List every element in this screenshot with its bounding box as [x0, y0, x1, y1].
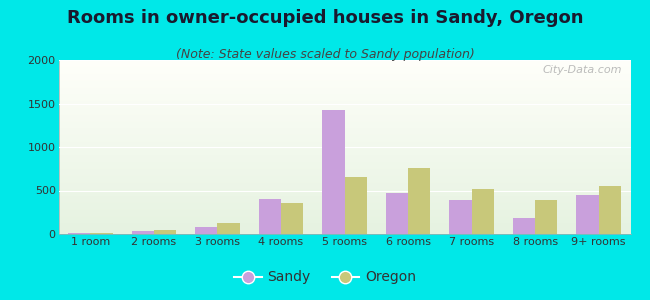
- Bar: [281, 203, 303, 234]
- Bar: [322, 110, 344, 234]
- Text: City-Data.com: City-Data.com: [542, 65, 622, 75]
- Text: Rooms in owner-occupied houses in Sandy, Oregon: Rooms in owner-occupied houses in Sandy,…: [67, 9, 583, 27]
- Bar: [90, 233, 112, 234]
- Bar: [195, 227, 217, 234]
- Bar: [449, 200, 472, 234]
- Bar: [131, 230, 154, 234]
- Text: (Note: State values scaled to Sandy population): (Note: State values scaled to Sandy popu…: [176, 48, 474, 61]
- Legend: Sandy, Oregon: Sandy, Oregon: [229, 265, 421, 290]
- Bar: [535, 200, 558, 234]
- Bar: [344, 177, 367, 234]
- Bar: [472, 189, 494, 234]
- Bar: [68, 233, 90, 234]
- Bar: [513, 218, 535, 234]
- Bar: [259, 199, 281, 234]
- Bar: [217, 223, 240, 234]
- Bar: [154, 230, 176, 234]
- Bar: [386, 193, 408, 234]
- Bar: [577, 195, 599, 234]
- Bar: [599, 186, 621, 234]
- Bar: [408, 168, 430, 234]
